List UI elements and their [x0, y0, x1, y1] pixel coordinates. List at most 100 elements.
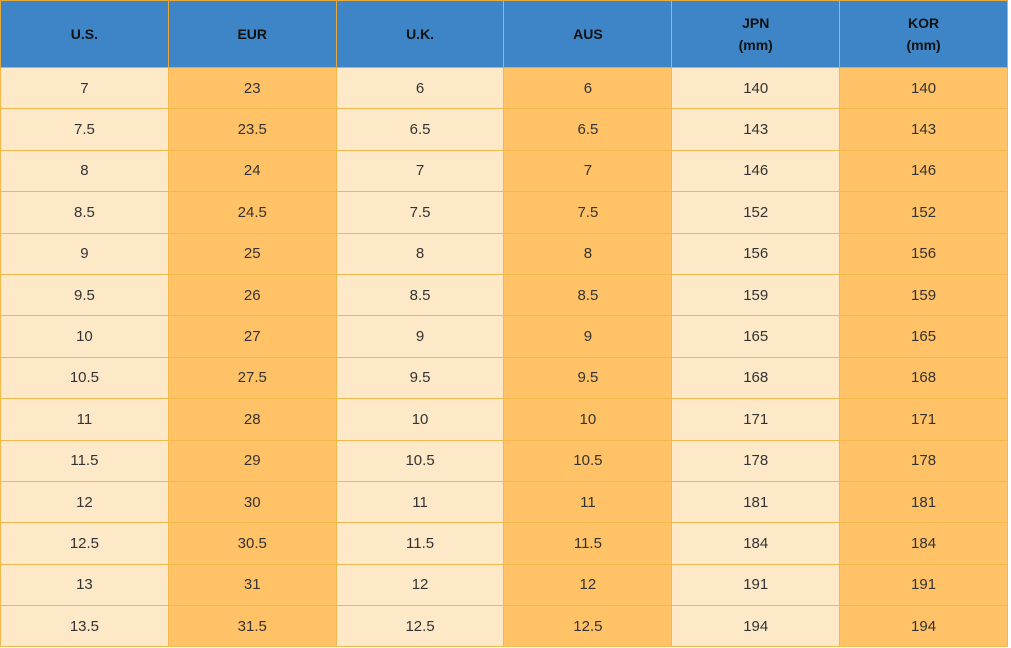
- table-cell: 12.5: [503, 605, 673, 648]
- table-row: 10.5 27.5 9.5 9.5 168 168: [0, 356, 1008, 400]
- table-cell: 30.5: [167, 522, 337, 565]
- table-row: 8.5 24.5 7.5 7.5 152 152: [0, 191, 1008, 234]
- table-cell: 24.5: [167, 191, 337, 234]
- table-cell: 10.5: [335, 439, 505, 482]
- table-cell: 7: [503, 149, 673, 193]
- table-cell: 11.5: [503, 522, 673, 565]
- table-row: 9 25 8 8 156 156: [0, 232, 1008, 275]
- table-cell: 27: [167, 315, 337, 358]
- table-cell: 7.5: [335, 191, 505, 234]
- table-cell: 11.5: [0, 439, 169, 482]
- header-cell: AUS: [503, 0, 673, 68]
- table-cell: 191: [671, 563, 841, 607]
- table-row: 13.5 31.5 12.5 12.5 194 194: [0, 605, 1008, 648]
- table-row: 7 23 6 6 140 140: [0, 66, 1008, 110]
- table-cell: 23: [167, 66, 337, 110]
- table-cell: 10: [335, 398, 505, 441]
- table-row: 11 28 10 10 171 171: [0, 398, 1008, 441]
- table-cell: 159: [839, 273, 1008, 317]
- table-cell: 9: [335, 315, 505, 358]
- table-cell: 12.5: [0, 522, 169, 565]
- table-cell: 7: [0, 66, 169, 110]
- table-cell: 7.5: [0, 108, 169, 151]
- table-cell: 181: [839, 480, 1008, 524]
- table-cell: 194: [839, 605, 1008, 648]
- table-cell: 165: [839, 315, 1008, 358]
- table-cell: 11.5: [335, 522, 505, 565]
- table-cell: 6.5: [335, 108, 505, 151]
- table-cell: 9.5: [0, 273, 169, 317]
- table-cell: 11: [0, 398, 169, 441]
- table-cell: 140: [671, 66, 841, 110]
- header-cell: U.K.: [335, 0, 505, 68]
- table-cell: 9.5: [335, 356, 505, 400]
- table-cell: 152: [671, 191, 841, 234]
- table-cell: 171: [839, 398, 1008, 441]
- table-cell: 8: [503, 232, 673, 275]
- table-cell: 184: [671, 522, 841, 565]
- table-cell: 152: [839, 191, 1008, 234]
- table-cell: 6.5: [503, 108, 673, 151]
- table-cell: 8: [335, 232, 505, 275]
- table-cell: 23.5: [167, 108, 337, 151]
- table-cell: 184: [839, 522, 1008, 565]
- table-cell: 168: [671, 356, 841, 400]
- table-cell: 9.5: [503, 356, 673, 400]
- header-cell: KOR (mm): [839, 0, 1008, 68]
- table-cell: 178: [671, 439, 841, 482]
- table-cell: 10.5: [0, 356, 169, 400]
- table-cell: 159: [671, 273, 841, 317]
- table-cell: 165: [671, 315, 841, 358]
- table-cell: 11: [335, 480, 505, 524]
- table-cell: 9: [503, 315, 673, 358]
- table-cell: 146: [839, 149, 1008, 193]
- table-cell: 30: [167, 480, 337, 524]
- header-cell: EUR: [167, 0, 337, 68]
- table-row: 9.5 26 8.5 8.5 159 159: [0, 273, 1008, 317]
- table-cell: 171: [671, 398, 841, 441]
- table-cell: 12.5: [335, 605, 505, 648]
- table-cell: 146: [671, 149, 841, 193]
- table-cell: 31: [167, 563, 337, 607]
- table-cell: 8: [0, 149, 169, 193]
- table-cell: 181: [671, 480, 841, 524]
- table-cell: 24: [167, 149, 337, 193]
- table-cell: 6: [503, 66, 673, 110]
- table-cell: 12: [503, 563, 673, 607]
- table-cell: 31.5: [167, 605, 337, 648]
- table-cell: 26: [167, 273, 337, 317]
- table-body: 7 23 6 6 140 140 7.5 23.5 6.5 6.5 143 143 8 24 7 7 146 14…: [0, 66, 1008, 648]
- table-cell: 9: [0, 232, 169, 275]
- table-cell: 156: [839, 232, 1008, 275]
- table-cell: 13.5: [0, 605, 169, 648]
- table-cell: 8.5: [503, 273, 673, 317]
- table-cell: 25: [167, 232, 337, 275]
- table-cell: 28: [167, 398, 337, 441]
- table-cell: 7: [335, 149, 505, 193]
- header-cell: U.S.: [0, 0, 169, 68]
- table-cell: 10: [0, 315, 169, 358]
- table-cell: 156: [671, 232, 841, 275]
- table-row: 7.5 23.5 6.5 6.5 143 143: [0, 108, 1008, 151]
- table-cell: 143: [839, 108, 1008, 151]
- table-cell: 191: [839, 563, 1008, 607]
- table-cell: 7.5: [503, 191, 673, 234]
- table-cell: 10.5: [503, 439, 673, 482]
- table-cell: 13: [0, 563, 169, 607]
- table-cell: 11: [503, 480, 673, 524]
- table-cell: 194: [671, 605, 841, 648]
- table-cell: 140: [839, 66, 1008, 110]
- table-cell: 27.5: [167, 356, 337, 400]
- table-cell: 29: [167, 439, 337, 482]
- table-cell: 8.5: [0, 191, 169, 234]
- table-cell: 10: [503, 398, 673, 441]
- table-cell: 8.5: [335, 273, 505, 317]
- table-cell: 12: [0, 480, 169, 524]
- table-row: 8 24 7 7 146 146: [0, 149, 1008, 193]
- table-row: 12.5 30.5 11.5 11.5 184 184: [0, 522, 1008, 565]
- table-row: 12 30 11 11 181 181: [0, 480, 1008, 524]
- table-cell: 6: [335, 66, 505, 110]
- table-cell: 178: [839, 439, 1008, 482]
